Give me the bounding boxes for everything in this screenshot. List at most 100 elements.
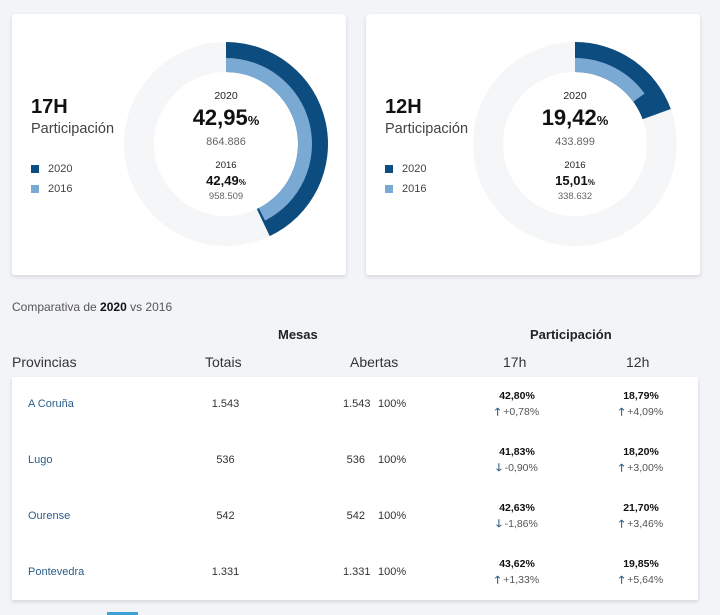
arrow-up-icon: 🡑 xyxy=(618,574,625,586)
legend-swatch-2016 xyxy=(385,185,393,193)
card-hour: 12H xyxy=(385,96,422,118)
votes-2016: 958.509 xyxy=(208,191,244,202)
participation-diff: 🡑 +4,09% xyxy=(596,404,686,422)
table-row: A Coruña 1.543 1.543 100% 42,80% 🡑 +0,78% … xyxy=(12,377,698,433)
participation-2016: 42,49% xyxy=(124,173,328,188)
mesas-abertas-pct: 100% xyxy=(378,510,407,522)
province-link[interactable]: Pontevedra xyxy=(28,566,85,578)
participation-17h: 42,63% 🡓 -1,86% xyxy=(472,502,562,534)
card-hour: 17H xyxy=(31,96,68,118)
province-link[interactable]: Ourense xyxy=(28,510,71,522)
percent-sign: % xyxy=(247,113,260,128)
mesas-totais: 536 xyxy=(216,454,235,466)
chart-legend: 2020 2016 xyxy=(385,159,426,199)
participation-value: 43,62% xyxy=(499,558,535,570)
diff-value: +1,33% xyxy=(503,574,540,586)
votes-2020: 864.886 xyxy=(206,136,246,148)
mesas-abertas-pct: 100% xyxy=(378,566,407,578)
arrow-down-icon: 🡓 xyxy=(496,518,502,530)
participation-value: 18,20% xyxy=(623,446,659,458)
arrow-up-icon: 🡑 xyxy=(618,462,625,474)
year-2020-label: 2020 xyxy=(563,90,587,102)
donut-chart: 2020 19,42% 433.899 2016 15,01% 338.632 xyxy=(473,42,677,246)
arrow-up-icon: 🡑 xyxy=(494,406,501,418)
participation-17h: 41,83% 🡓 -0,90% xyxy=(472,446,562,478)
participation-2020-value: 19,42 xyxy=(541,105,597,130)
mesas-abertas: 542 xyxy=(346,510,365,522)
legend-label: 2016 xyxy=(402,183,427,195)
mesas-abertas-pct: 100% xyxy=(378,398,407,410)
legend-swatch-2020 xyxy=(385,165,393,173)
comparison-year: 2020 xyxy=(100,300,127,314)
participation-value: 41,83% xyxy=(499,446,535,458)
participation-value: 21,70% xyxy=(623,502,659,514)
participation-12h: 18,20% 🡑 +3,00% xyxy=(596,446,686,478)
participation-diff: 🡓 -1,86% xyxy=(472,516,562,534)
donut-svg xyxy=(473,42,677,246)
diff-value: +3,00% xyxy=(627,462,664,474)
comparison-title: Comparativa de 2020 vs 2016 xyxy=(12,300,172,314)
comparison-prefix: Comparativa de xyxy=(12,300,101,314)
legend-item-2020: 2020 xyxy=(31,159,72,179)
participation-value: 19,85% xyxy=(623,558,659,570)
participation-diff: 🡑 +3,00% xyxy=(596,460,686,478)
chart-legend: 2020 2016 xyxy=(31,159,72,199)
arrow-up-icon: 🡑 xyxy=(494,574,501,586)
donut-arc-2016 xyxy=(575,58,645,102)
arrow-up-icon: 🡑 xyxy=(618,406,625,418)
pagination-tab[interactable] xyxy=(107,612,138,615)
participation-12h: 21,70% 🡑 +3,46% xyxy=(596,502,686,534)
participation-2020: 42,95% xyxy=(124,105,328,131)
legend-label: 2020 xyxy=(402,163,427,175)
table-row: Pontevedra 1.331 1.331 100% 43,62% 🡑 +1,33… xyxy=(12,545,698,601)
table-row: Ourense 542 542 100% 42,63% 🡓 -1,86% 21,70… xyxy=(12,489,698,545)
legend-item-2020: 2020 xyxy=(385,159,426,179)
legend-item-2016: 2016 xyxy=(385,179,426,199)
participation-12h: 19,85% 🡑 +5,64% xyxy=(596,558,686,590)
mesas-totais: 1.331 xyxy=(211,566,240,578)
mesas-abertas: 536 xyxy=(346,454,365,466)
legend-label: 2020 xyxy=(48,163,73,175)
mesas-abertas-pct: 100% xyxy=(378,454,407,466)
legend-swatch-2020 xyxy=(31,165,39,173)
participation-value: 42,63% xyxy=(499,502,535,514)
province-link[interactable]: A Coruña xyxy=(28,398,74,410)
participation-diff: 🡓 -0,90% xyxy=(472,460,562,478)
province-link[interactable]: Lugo xyxy=(28,454,53,466)
donut-svg xyxy=(124,42,328,246)
votes-2016: 338.632 xyxy=(557,191,593,202)
diff-value: +3,46% xyxy=(627,518,664,530)
participation-card-17h: 17H Participación 2020 2016 2020 42,95% … xyxy=(12,14,346,275)
table-row: Lugo 536 536 100% 41,83% 🡓 -0,90% 18,20% 🡑 +… xyxy=(12,433,698,489)
year-2020-label: 2020 xyxy=(214,90,238,102)
card-subtitle: Participación xyxy=(385,121,469,137)
percent-sign: % xyxy=(238,178,246,187)
participation-2020-value: 42,95 xyxy=(192,105,248,130)
participation-17h: 43,62% 🡑 +1,33% xyxy=(472,558,562,590)
percent-sign: % xyxy=(587,178,595,187)
diff-value: +0,78% xyxy=(503,406,540,418)
year-2016-label: 2016 xyxy=(215,160,237,171)
participation-value: 42,80% xyxy=(499,390,535,402)
mesas-abertas: 1.331 xyxy=(343,566,371,578)
arrow-down-icon: 🡓 xyxy=(496,462,502,474)
participation-diff: 🡑 +0,78% xyxy=(472,404,562,422)
legend-label: 2016 xyxy=(48,183,73,195)
column-header-totais: Totais xyxy=(205,354,242,370)
year-2016-label: 2016 xyxy=(564,160,586,171)
card-subtitle: Participación xyxy=(31,121,115,137)
mesas-totais: 542 xyxy=(216,510,235,522)
column-header-provincias: Provincias xyxy=(12,354,77,370)
legend-item-2016: 2016 xyxy=(31,179,72,199)
diff-value: -0,90% xyxy=(504,462,538,474)
comparison-suffix: vs 2016 xyxy=(126,300,173,314)
provinces-table: A Coruña 1.543 1.543 100% 42,80% 🡑 +0,78% … xyxy=(12,377,698,600)
participation-diff: 🡑 +3,46% xyxy=(596,516,686,534)
donut-chart: 2020 42,95% 864.886 2016 42,49% 958.509 xyxy=(124,42,328,246)
column-header-abertas: Abertas xyxy=(350,354,399,370)
donut-center: 2020 19,42% 433.899 2016 15,01% 338.632 xyxy=(473,42,677,246)
participation-17h: 42,80% 🡑 +0,78% xyxy=(472,390,562,422)
diff-value: -1,86% xyxy=(504,518,538,530)
group-header-participacion: Participación xyxy=(530,327,612,342)
participation-2016-value: 42,49 xyxy=(206,173,239,188)
